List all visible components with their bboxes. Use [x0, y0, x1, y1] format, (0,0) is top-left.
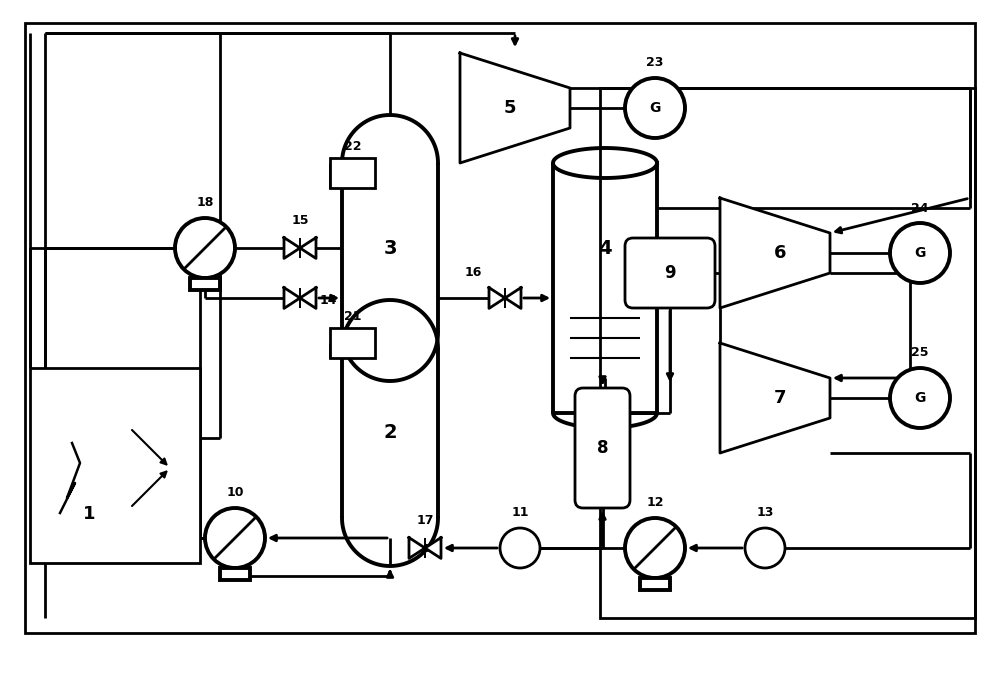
Text: 8: 8 [597, 439, 608, 457]
Bar [640, 578, 670, 590]
FancyBboxPatch shape [575, 388, 630, 508]
Text: 5: 5 [504, 99, 516, 117]
Polygon shape [505, 288, 521, 308]
Text: 25: 25 [911, 346, 929, 360]
Bar [30, 368, 200, 563]
Polygon shape [300, 238, 316, 258]
Text: 24: 24 [911, 202, 929, 215]
Polygon shape [300, 288, 316, 308]
Circle shape [625, 78, 685, 138]
Text: G: G [914, 246, 926, 260]
Bar [220, 568, 250, 580]
Text: 7: 7 [774, 389, 786, 407]
Text: G: G [914, 391, 926, 405]
Bar [190, 278, 220, 290]
Text: 12: 12 [646, 496, 664, 509]
Text: 10: 10 [226, 486, 244, 500]
Circle shape [500, 528, 540, 568]
Text: 15: 15 [291, 213, 309, 227]
Polygon shape [489, 288, 505, 308]
Polygon shape [720, 343, 830, 453]
Text: 23: 23 [646, 57, 664, 69]
Text: 14: 14 [319, 295, 337, 308]
Text: 13: 13 [756, 507, 774, 520]
Bar [330, 328, 375, 358]
FancyBboxPatch shape [625, 238, 715, 308]
Bar [600, 88, 975, 618]
Text: 1: 1 [83, 505, 96, 523]
Circle shape [890, 368, 950, 428]
Text: 21: 21 [344, 310, 361, 322]
Text: 9: 9 [664, 264, 676, 282]
Circle shape [625, 518, 685, 578]
Polygon shape [720, 198, 830, 308]
Bar [25, 23, 975, 633]
Polygon shape [460, 53, 570, 163]
Text: 22: 22 [344, 139, 361, 152]
Polygon shape [284, 238, 300, 258]
Circle shape [175, 218, 235, 278]
Text: 18: 18 [196, 197, 214, 209]
Circle shape [745, 528, 785, 568]
Text: 16: 16 [464, 267, 482, 279]
Text: 6: 6 [774, 244, 786, 262]
Polygon shape [284, 288, 300, 308]
Text: 2: 2 [383, 423, 397, 443]
Circle shape [890, 223, 950, 283]
Text: G: G [649, 101, 661, 115]
Text: 3: 3 [383, 238, 397, 258]
Text: 11: 11 [511, 507, 529, 520]
Text: 4: 4 [598, 238, 612, 258]
Polygon shape [425, 538, 441, 559]
Circle shape [205, 508, 265, 568]
Polygon shape [409, 538, 425, 559]
Text: 17: 17 [416, 514, 434, 527]
Bar [330, 158, 375, 188]
